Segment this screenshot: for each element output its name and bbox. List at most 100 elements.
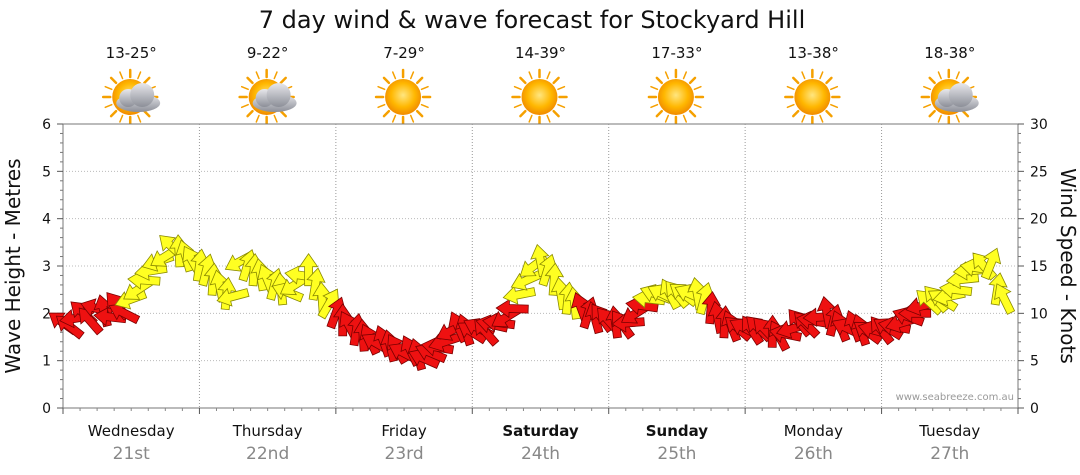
sun-ray [382, 109, 391, 118]
day-name-label: Wednesday [88, 422, 175, 440]
sun-ray [377, 85, 386, 91]
sun-ray [528, 114, 533, 123]
y-tick-right-label: 25 [1030, 164, 1048, 180]
sun-ray [830, 85, 839, 91]
sun-ray [923, 103, 932, 109]
sun-ray [819, 71, 824, 80]
temperature-range-label: 9-22° [247, 44, 289, 62]
sun-disc [521, 79, 558, 115]
sun-ray [415, 109, 424, 118]
temperature-range-label: 18-38° [924, 44, 975, 62]
y-tick-right-label: 20 [1030, 212, 1048, 228]
sun-ray [792, 109, 800, 118]
sun-ray [688, 109, 697, 118]
cloud-puff [948, 83, 973, 107]
sun-ray [420, 85, 429, 91]
sun-ray [819, 114, 824, 123]
sun-ray [119, 71, 124, 80]
y-tick-left-label: 1 [42, 354, 51, 370]
sun-ray [955, 71, 960, 80]
sun-icon [647, 68, 705, 126]
cloud-shape [116, 83, 161, 112]
day-date-label: 22nd [246, 444, 289, 464]
y-tick-left-label: 6 [42, 117, 51, 133]
day-date-label: 25th [657, 444, 696, 464]
wind-arrow [298, 252, 319, 287]
sun-ray [801, 71, 806, 80]
wind-arrow [994, 283, 1016, 315]
y-tick-right-label: 10 [1030, 306, 1048, 322]
day-date-label: 26th [794, 444, 833, 464]
sun-ray [786, 85, 795, 91]
sun-ray [961, 109, 970, 118]
sun-disc [385, 79, 422, 115]
y-tick-right-label: 30 [1030, 117, 1048, 133]
sun-ray [273, 114, 278, 123]
sun-icon [784, 68, 841, 126]
temperature-range-label: 13-25° [106, 44, 157, 62]
sun-ray [513, 85, 522, 91]
y-tick-left-label: 3 [42, 259, 51, 275]
sun-ray [961, 76, 970, 85]
sun-ray [528, 71, 533, 80]
sun-icon [511, 68, 568, 126]
y-axis-left-label: Wave Height - Metres [1, 158, 25, 373]
sun-ray [937, 114, 942, 123]
sun-ray [240, 103, 249, 109]
day-date-label: 23rd [385, 444, 424, 464]
sun-ray [246, 76, 254, 85]
y-tick-left-label: 0 [42, 401, 51, 417]
sun-ray [928, 109, 936, 118]
day-date-label: 24th [521, 444, 560, 464]
y-tick-left-label: 4 [42, 212, 51, 228]
sun-ray [513, 103, 522, 109]
y-tick-left-label: 2 [42, 306, 51, 322]
sun-ray [109, 76, 118, 85]
y-tick-right-label: 5 [1030, 354, 1039, 370]
sun-ray [391, 71, 397, 80]
sun-ray [655, 76, 664, 85]
sun-ray [137, 71, 142, 80]
sun-ray [279, 76, 287, 85]
sun-ray [664, 71, 670, 80]
sun-ray [255, 71, 260, 80]
day-date-label: 21st [113, 444, 150, 464]
temperature-range-label: 17-33° [651, 44, 702, 62]
y-tick-right-label: 0 [1030, 401, 1039, 417]
wind-arrow [216, 287, 250, 307]
y-tick-left-label: 5 [42, 164, 51, 180]
sun-ray [382, 76, 391, 85]
sun-ray [143, 109, 151, 118]
sun-ray [119, 114, 124, 123]
sun-ray [557, 85, 566, 91]
wind-arrow [980, 247, 1002, 281]
chart-title: 7 day wind & wave forecast for Stockyard… [259, 6, 805, 34]
wind-arrow [78, 307, 104, 336]
day-name-label: Sunday [646, 422, 709, 440]
cloud-shape [252, 83, 297, 112]
sun-ray [552, 109, 560, 118]
sun-ray [693, 85, 702, 91]
cloud-shape [934, 83, 979, 112]
day-date-label: 27th [930, 444, 969, 464]
sun-ray [801, 114, 806, 123]
sun-ray [104, 85, 113, 91]
sun-ray [546, 114, 551, 123]
y-tick-right-label: 15 [1030, 259, 1048, 275]
sun-ray [830, 103, 839, 109]
sun-ray [664, 114, 670, 123]
sun-disc [794, 79, 831, 115]
cloud-puff [266, 83, 291, 107]
sun-ray [552, 76, 560, 85]
sun-ray [923, 85, 932, 91]
partly-cloudy-icon [920, 68, 979, 126]
sun-ray [557, 103, 566, 109]
sun-ray [240, 85, 249, 91]
sun-ray [682, 71, 688, 80]
credit-text: www.seabreeze.com.au [896, 392, 1014, 403]
wind-arrow [306, 267, 326, 301]
temperature-range-label: 7-29° [383, 44, 425, 62]
sun-ray [937, 71, 942, 80]
temperature-range-label: 13-38° [788, 44, 839, 62]
sun-ray [519, 76, 527, 85]
